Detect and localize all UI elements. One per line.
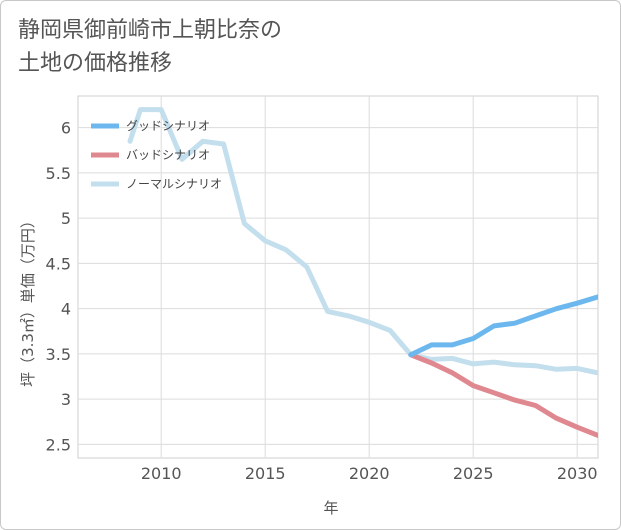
x-tick-label: 2025 [453,464,494,483]
legend-label: ノーマルシナリオ [126,177,222,191]
y-tick-label: 3.5 [46,345,71,364]
x-tick-label: 2015 [245,464,286,483]
x-tick-label: 2010 [141,464,182,483]
y-tick-label: 2.5 [46,435,71,454]
y-tick-label: 4.5 [46,254,71,273]
x-tick-label: 2020 [349,464,390,483]
x-tick-label: 2030 [557,464,598,483]
y-tick-label: 4 [61,300,71,319]
series-line-1 [408,352,598,438]
legend-label: バッドシナリオ [126,148,210,162]
y-tick-label: 3 [61,390,71,409]
x-axis-ticks: 2010 2015 2020 2025 2030 [141,464,598,483]
x-axis-title: 年 [323,499,338,517]
chart-title: 静岡県御前崎市上朝比奈の 土地の価格推移 [18,18,283,76]
series-lines [127,107,598,438]
y-axis-title: 坪（3.3㎡）単価（万円） [19,213,37,387]
series-line-2 [127,107,598,376]
y-axis-ticks: 2.5 3 3.5 4 4.5 5 5.5 6 [46,119,71,455]
legend-label: グッドシナリオ [126,119,210,133]
y-tick-label: 6 [61,119,71,138]
y-tick-label: 5.5 [46,164,71,183]
series-line-0 [408,294,598,358]
y-tick-label: 5 [61,209,71,228]
